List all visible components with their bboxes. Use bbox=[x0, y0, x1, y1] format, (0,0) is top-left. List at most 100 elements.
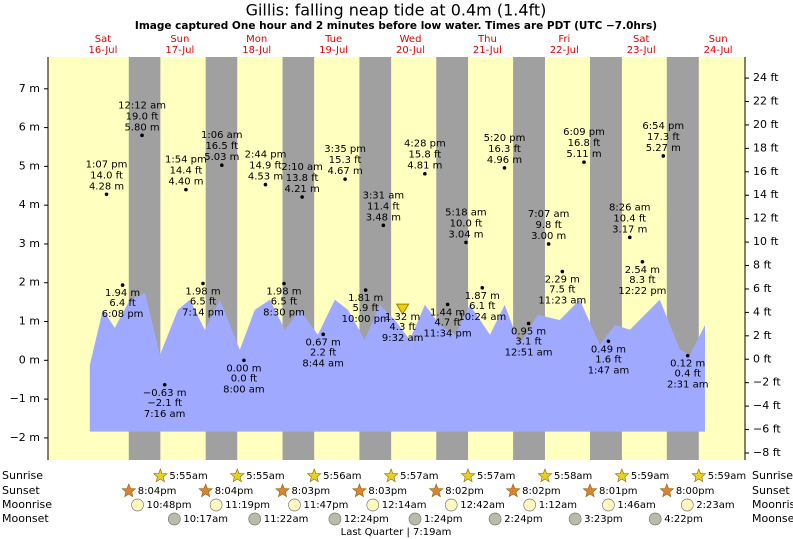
y-tick-label: −1 m bbox=[10, 392, 40, 405]
tide-label: 4.40 m bbox=[168, 177, 203, 188]
moon-phase: Last Quarter | 7:19am bbox=[341, 527, 452, 538]
tide-label: 3.04 m bbox=[448, 229, 483, 240]
day-date: 23-Jul bbox=[627, 45, 656, 56]
tide-label: 4.96 m bbox=[487, 155, 522, 166]
tide-label: 5.80 m bbox=[124, 122, 159, 133]
tide-label: 4.3 ft bbox=[389, 322, 415, 333]
tide-point bbox=[582, 160, 586, 164]
tide-point bbox=[480, 285, 485, 290]
tide-label: 1.87 m bbox=[465, 291, 500, 302]
sunrise-icon bbox=[537, 468, 553, 483]
tide-label: 0.49 m bbox=[591, 344, 626, 355]
moonset-icon bbox=[167, 512, 181, 526]
tide-point bbox=[560, 269, 565, 274]
y2-tick-label: 14 ft bbox=[753, 188, 779, 201]
row-label: Moonset bbox=[2, 512, 49, 525]
day-name: Sat bbox=[95, 34, 111, 45]
tide-point bbox=[445, 302, 450, 307]
tide-label: 2:44 pm bbox=[245, 150, 287, 161]
tide-point bbox=[263, 182, 268, 187]
day-date: 24-Jul bbox=[704, 45, 733, 56]
tide-label: 15.3 ft bbox=[329, 155, 362, 166]
moonset-icon bbox=[408, 512, 422, 526]
tide-point bbox=[502, 166, 507, 170]
moonset-icon bbox=[568, 512, 582, 526]
sunrise-icon bbox=[460, 468, 476, 483]
tide-point bbox=[685, 353, 690, 358]
tide-point bbox=[381, 223, 386, 228]
y2-tick-label: 18 ft bbox=[753, 141, 779, 154]
y2-tick-label: −8 ft bbox=[753, 446, 781, 459]
tide-point bbox=[661, 154, 666, 158]
tide-label: 8:26 am bbox=[609, 202, 651, 213]
tide-label: 19.0 ft bbox=[126, 111, 159, 122]
tide-label: 5.03 m bbox=[204, 152, 239, 163]
tide-label: 8.3 ft bbox=[629, 275, 655, 286]
tide-point bbox=[343, 177, 347, 181]
event-time: 10:17am bbox=[183, 514, 228, 525]
sunrise-icon bbox=[229, 468, 245, 483]
sunrise-icon bbox=[614, 468, 630, 483]
moonrise-icon bbox=[602, 498, 615, 512]
tide-label: 9.8 ft bbox=[535, 220, 561, 231]
tide-label: 8:00 am bbox=[223, 384, 265, 395]
y2-tick-label: 0 ft bbox=[753, 352, 772, 365]
day-name: Mon bbox=[246, 34, 267, 45]
event-time: 11:22am bbox=[264, 514, 309, 525]
current-marker bbox=[395, 303, 410, 316]
tide-label: 0.95 m bbox=[511, 326, 546, 337]
tide-label: 10.0 ft bbox=[450, 218, 483, 229]
row-label: Moonrise bbox=[2, 498, 52, 511]
sunset-icon bbox=[275, 483, 291, 498]
tide-point bbox=[627, 235, 632, 240]
y2-tick-label: 16 ft bbox=[753, 165, 779, 178]
tide-label: 3.17 m bbox=[612, 224, 647, 235]
y-tick-label: 7 m bbox=[19, 82, 40, 95]
tide-point bbox=[120, 283, 125, 287]
y-tick-label: 2 m bbox=[19, 276, 40, 289]
sunset-icon bbox=[505, 483, 521, 498]
tide-label: 4.53 m bbox=[248, 172, 283, 183]
event-time: 8:04pm bbox=[138, 486, 177, 497]
tide-point bbox=[423, 171, 427, 176]
tide-label: 6:08 pm bbox=[102, 309, 144, 320]
day-name: Thu bbox=[477, 34, 497, 45]
tide-label: 14.9 ft bbox=[249, 161, 282, 172]
tide-label: 1:07 pm bbox=[86, 159, 128, 170]
tide-area bbox=[89, 292, 706, 432]
row-label: Sunset bbox=[2, 484, 40, 497]
event-time: 1:46am bbox=[617, 500, 655, 511]
tide-label: 4.7 ft bbox=[434, 317, 460, 328]
tide-label: 4.21 m bbox=[285, 184, 320, 195]
tide-label: 1.44 m bbox=[430, 307, 465, 318]
y2-tick-label: −2 ft bbox=[753, 376, 781, 389]
moonset-icon bbox=[328, 512, 342, 526]
tide-label: 5:18 am bbox=[445, 207, 487, 218]
tide-label: 6:54 pm bbox=[642, 121, 684, 132]
day-date: 20-Jul bbox=[396, 45, 425, 56]
event-time: 8:04pm bbox=[215, 486, 254, 497]
y2-tick-label: 12 ft bbox=[753, 212, 779, 225]
tide-label: 1.81 m bbox=[348, 293, 383, 304]
tide-label: 1:47 am bbox=[588, 365, 630, 376]
y-tick-label: −2 m bbox=[10, 431, 40, 444]
tide-point bbox=[464, 240, 468, 245]
tide-label: 11.4 ft bbox=[367, 201, 400, 212]
tide-label: 7.5 ft bbox=[549, 284, 575, 295]
tide-point bbox=[220, 163, 224, 168]
tide-label: 11:23 am bbox=[538, 295, 586, 306]
event-time: 8:03pm bbox=[292, 486, 331, 497]
row-label: Sunset bbox=[752, 484, 790, 497]
sunset-icon bbox=[351, 483, 367, 498]
event-time: 5:59am bbox=[708, 471, 746, 482]
moonrise-icon bbox=[366, 498, 380, 512]
tide-label: 5.9 ft bbox=[352, 303, 378, 314]
event-time: 4:22pm bbox=[664, 514, 703, 525]
tide-label: 3.48 m bbox=[366, 212, 401, 223]
tide-label: 3:31 am bbox=[363, 190, 405, 201]
y2-tick-label: 10 ft bbox=[753, 235, 779, 248]
y2-tick-label: −4 ft bbox=[753, 399, 781, 412]
tide-label: 7:16 am bbox=[144, 409, 186, 420]
event-time: 8:02pm bbox=[522, 486, 561, 497]
tide-label: 9:32 am bbox=[382, 333, 424, 344]
